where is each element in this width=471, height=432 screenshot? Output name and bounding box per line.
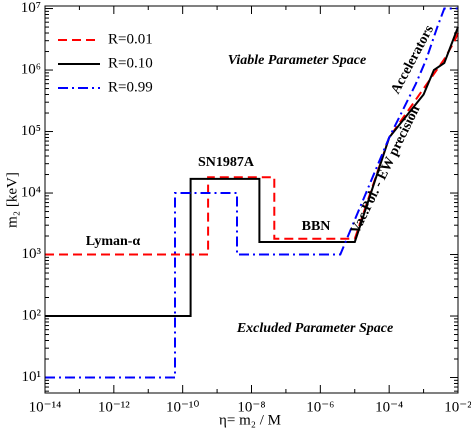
y-tick-label: 10⁴ — [21, 184, 41, 200]
legend-label: R=0.01 — [108, 31, 153, 47]
annotation: BBN — [302, 219, 331, 234]
annotation: SN1987A — [198, 155, 255, 170]
series-line — [45, 26, 459, 317]
y-tick-label: 10⁶ — [21, 61, 41, 77]
legend-label: R=0.10 — [108, 55, 153, 71]
annotation: Excluded Parameter Space — [236, 321, 393, 336]
plot-frame — [44, 5, 459, 394]
x-tick-label: 10⁻¹² — [98, 399, 130, 415]
annotation: Lyman-α — [86, 234, 141, 249]
y-tick-label: 10² — [22, 307, 42, 323]
legend-label: R=0.99 — [108, 79, 153, 95]
y-tick-label: 10⁷ — [21, 0, 41, 16]
x-tick-label: 10⁻² — [444, 399, 471, 415]
x-tick-label: 10⁻⁸ — [237, 399, 265, 415]
annotation: Accelerators — [388, 23, 437, 97]
x-tick-label: 10⁻⁴ — [375, 399, 403, 415]
y-tick-label: 10³ — [22, 246, 42, 262]
series-line — [45, 7, 458, 379]
annotation: Vac.Pol. - EW precision — [348, 103, 423, 236]
x-tick-label: 10⁻¹⁰ — [166, 399, 199, 415]
x-axis-label: η= m₂ / M — [219, 412, 281, 428]
y-axis-label: m₂ [keV] — [4, 172, 20, 228]
y-tick-label: 10⁵ — [21, 123, 41, 139]
x-tick-label: 10⁻⁶ — [306, 399, 334, 415]
y-tick-label: 10¹ — [22, 369, 42, 385]
annotation: Viable Parameter Space — [228, 53, 366, 68]
x-tick-label: 10⁻¹⁴ — [29, 399, 62, 415]
